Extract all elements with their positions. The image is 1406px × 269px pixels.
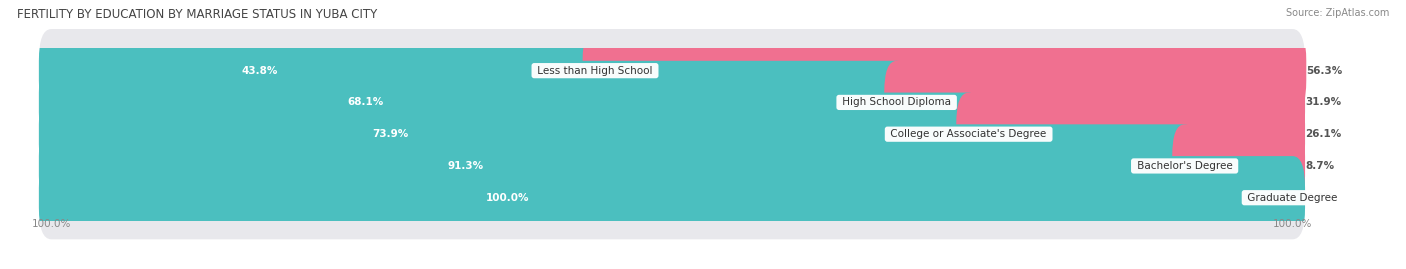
Text: High School Diploma: High School Diploma <box>839 97 955 107</box>
Text: 68.1%: 68.1% <box>347 97 384 107</box>
Text: 56.3%: 56.3% <box>1306 66 1343 76</box>
FancyBboxPatch shape <box>39 124 1305 208</box>
Text: 73.9%: 73.9% <box>373 129 409 139</box>
FancyBboxPatch shape <box>39 93 981 176</box>
FancyBboxPatch shape <box>956 93 1305 176</box>
FancyBboxPatch shape <box>39 156 1305 239</box>
Text: 91.3%: 91.3% <box>449 161 484 171</box>
Text: 26.1%: 26.1% <box>1305 129 1341 139</box>
Text: 100.0%: 100.0% <box>485 193 529 203</box>
Text: FERTILITY BY EDUCATION BY MARRIAGE STATUS IN YUBA CITY: FERTILITY BY EDUCATION BY MARRIAGE STATU… <box>17 8 377 21</box>
FancyBboxPatch shape <box>884 61 1305 144</box>
FancyBboxPatch shape <box>39 29 1305 112</box>
FancyBboxPatch shape <box>1173 124 1305 208</box>
FancyBboxPatch shape <box>39 61 910 144</box>
Text: 100.0%: 100.0% <box>31 219 70 229</box>
Text: 0.0%: 0.0% <box>1305 193 1334 203</box>
Text: 43.8%: 43.8% <box>242 66 278 76</box>
Text: 100.0%: 100.0% <box>1272 219 1312 229</box>
FancyBboxPatch shape <box>39 29 607 112</box>
Text: 8.7%: 8.7% <box>1305 161 1334 171</box>
FancyBboxPatch shape <box>39 124 1197 208</box>
Text: Bachelor's Degree: Bachelor's Degree <box>1133 161 1236 171</box>
FancyBboxPatch shape <box>39 156 1305 239</box>
Text: College or Associate's Degree: College or Associate's Degree <box>887 129 1050 139</box>
FancyBboxPatch shape <box>39 93 1305 176</box>
Text: 31.9%: 31.9% <box>1305 97 1341 107</box>
Text: Source: ZipAtlas.com: Source: ZipAtlas.com <box>1285 8 1389 18</box>
Text: Less than High School: Less than High School <box>534 66 655 76</box>
Text: Graduate Degree: Graduate Degree <box>1244 193 1341 203</box>
FancyBboxPatch shape <box>582 29 1306 112</box>
FancyBboxPatch shape <box>39 61 1305 144</box>
